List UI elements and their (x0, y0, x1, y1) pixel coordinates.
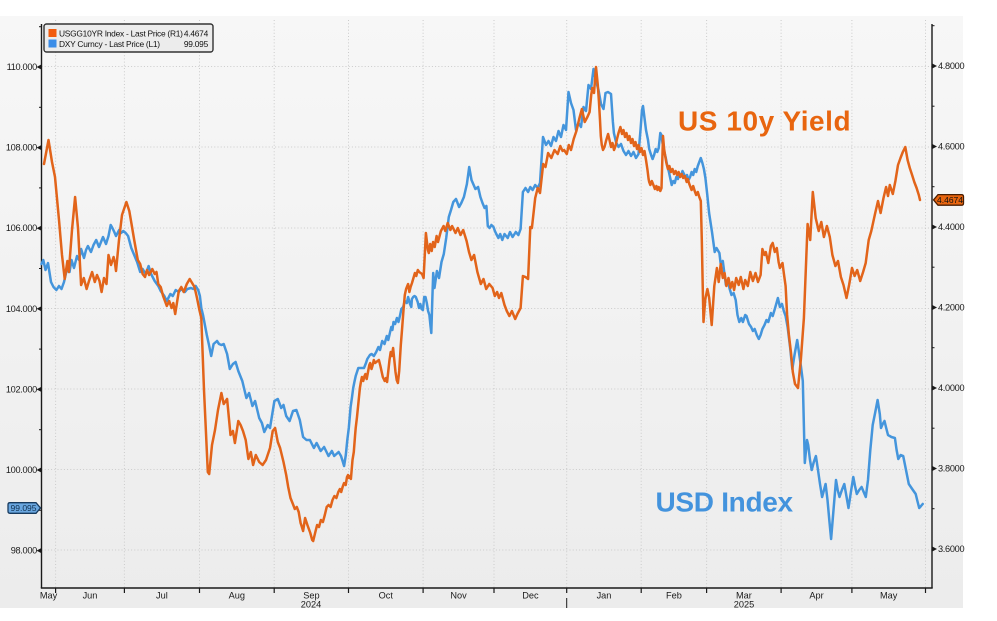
svg-text:4.0000: 4.0000 (938, 383, 964, 393)
svg-text:Feb: Feb (666, 591, 682, 601)
svg-text:102.000: 102.000 (6, 384, 37, 394)
svg-text:May: May (40, 591, 58, 601)
svg-text:2025: 2025 (734, 600, 754, 610)
svg-text:99.095: 99.095 (11, 503, 37, 513)
svg-text:4.6000: 4.6000 (938, 142, 964, 152)
svg-text:106.000: 106.000 (6, 223, 37, 233)
svg-text:100.000: 100.000 (6, 465, 37, 475)
svg-text:USD Index: USD Index (656, 487, 794, 518)
svg-text:3.6000: 3.6000 (938, 544, 964, 554)
svg-text:Oct: Oct (379, 591, 394, 601)
svg-text:May: May (880, 591, 898, 601)
svg-text:Aug: Aug (229, 591, 245, 601)
svg-text:4.4674: 4.4674 (184, 29, 209, 39)
svg-text:USGG10YR Index - Last Price (R: USGG10YR Index - Last Price (R1) (59, 29, 183, 39)
svg-text:2024: 2024 (301, 600, 321, 610)
svg-text:Nov: Nov (450, 591, 467, 601)
svg-text:Jul: Jul (156, 591, 168, 601)
svg-text:DXY Curncy - Last Price (L1): DXY Curncy - Last Price (L1) (59, 39, 160, 49)
svg-text:4.2000: 4.2000 (938, 303, 964, 313)
svg-text:99.095: 99.095 (184, 39, 209, 49)
svg-text:110.000: 110.000 (7, 62, 38, 72)
svg-text:4.4674: 4.4674 (937, 195, 963, 205)
svg-text:3.8000: 3.8000 (938, 464, 964, 474)
svg-text:Mar: Mar (736, 591, 752, 601)
svg-text:98.000: 98.000 (11, 546, 37, 556)
svg-text:Jun: Jun (83, 591, 98, 601)
svg-text:US 10y Yield: US 10y Yield (678, 106, 851, 137)
svg-text:4.4000: 4.4000 (938, 222, 964, 232)
svg-text:Jan: Jan (597, 591, 612, 601)
svg-text:108.000: 108.000 (6, 143, 37, 153)
svg-text:Dec: Dec (522, 591, 539, 601)
svg-text:4.8000: 4.8000 (938, 61, 964, 71)
svg-text:104.000: 104.000 (6, 304, 37, 314)
svg-text:Sep: Sep (303, 591, 319, 601)
svg-text:Apr: Apr (809, 591, 823, 601)
